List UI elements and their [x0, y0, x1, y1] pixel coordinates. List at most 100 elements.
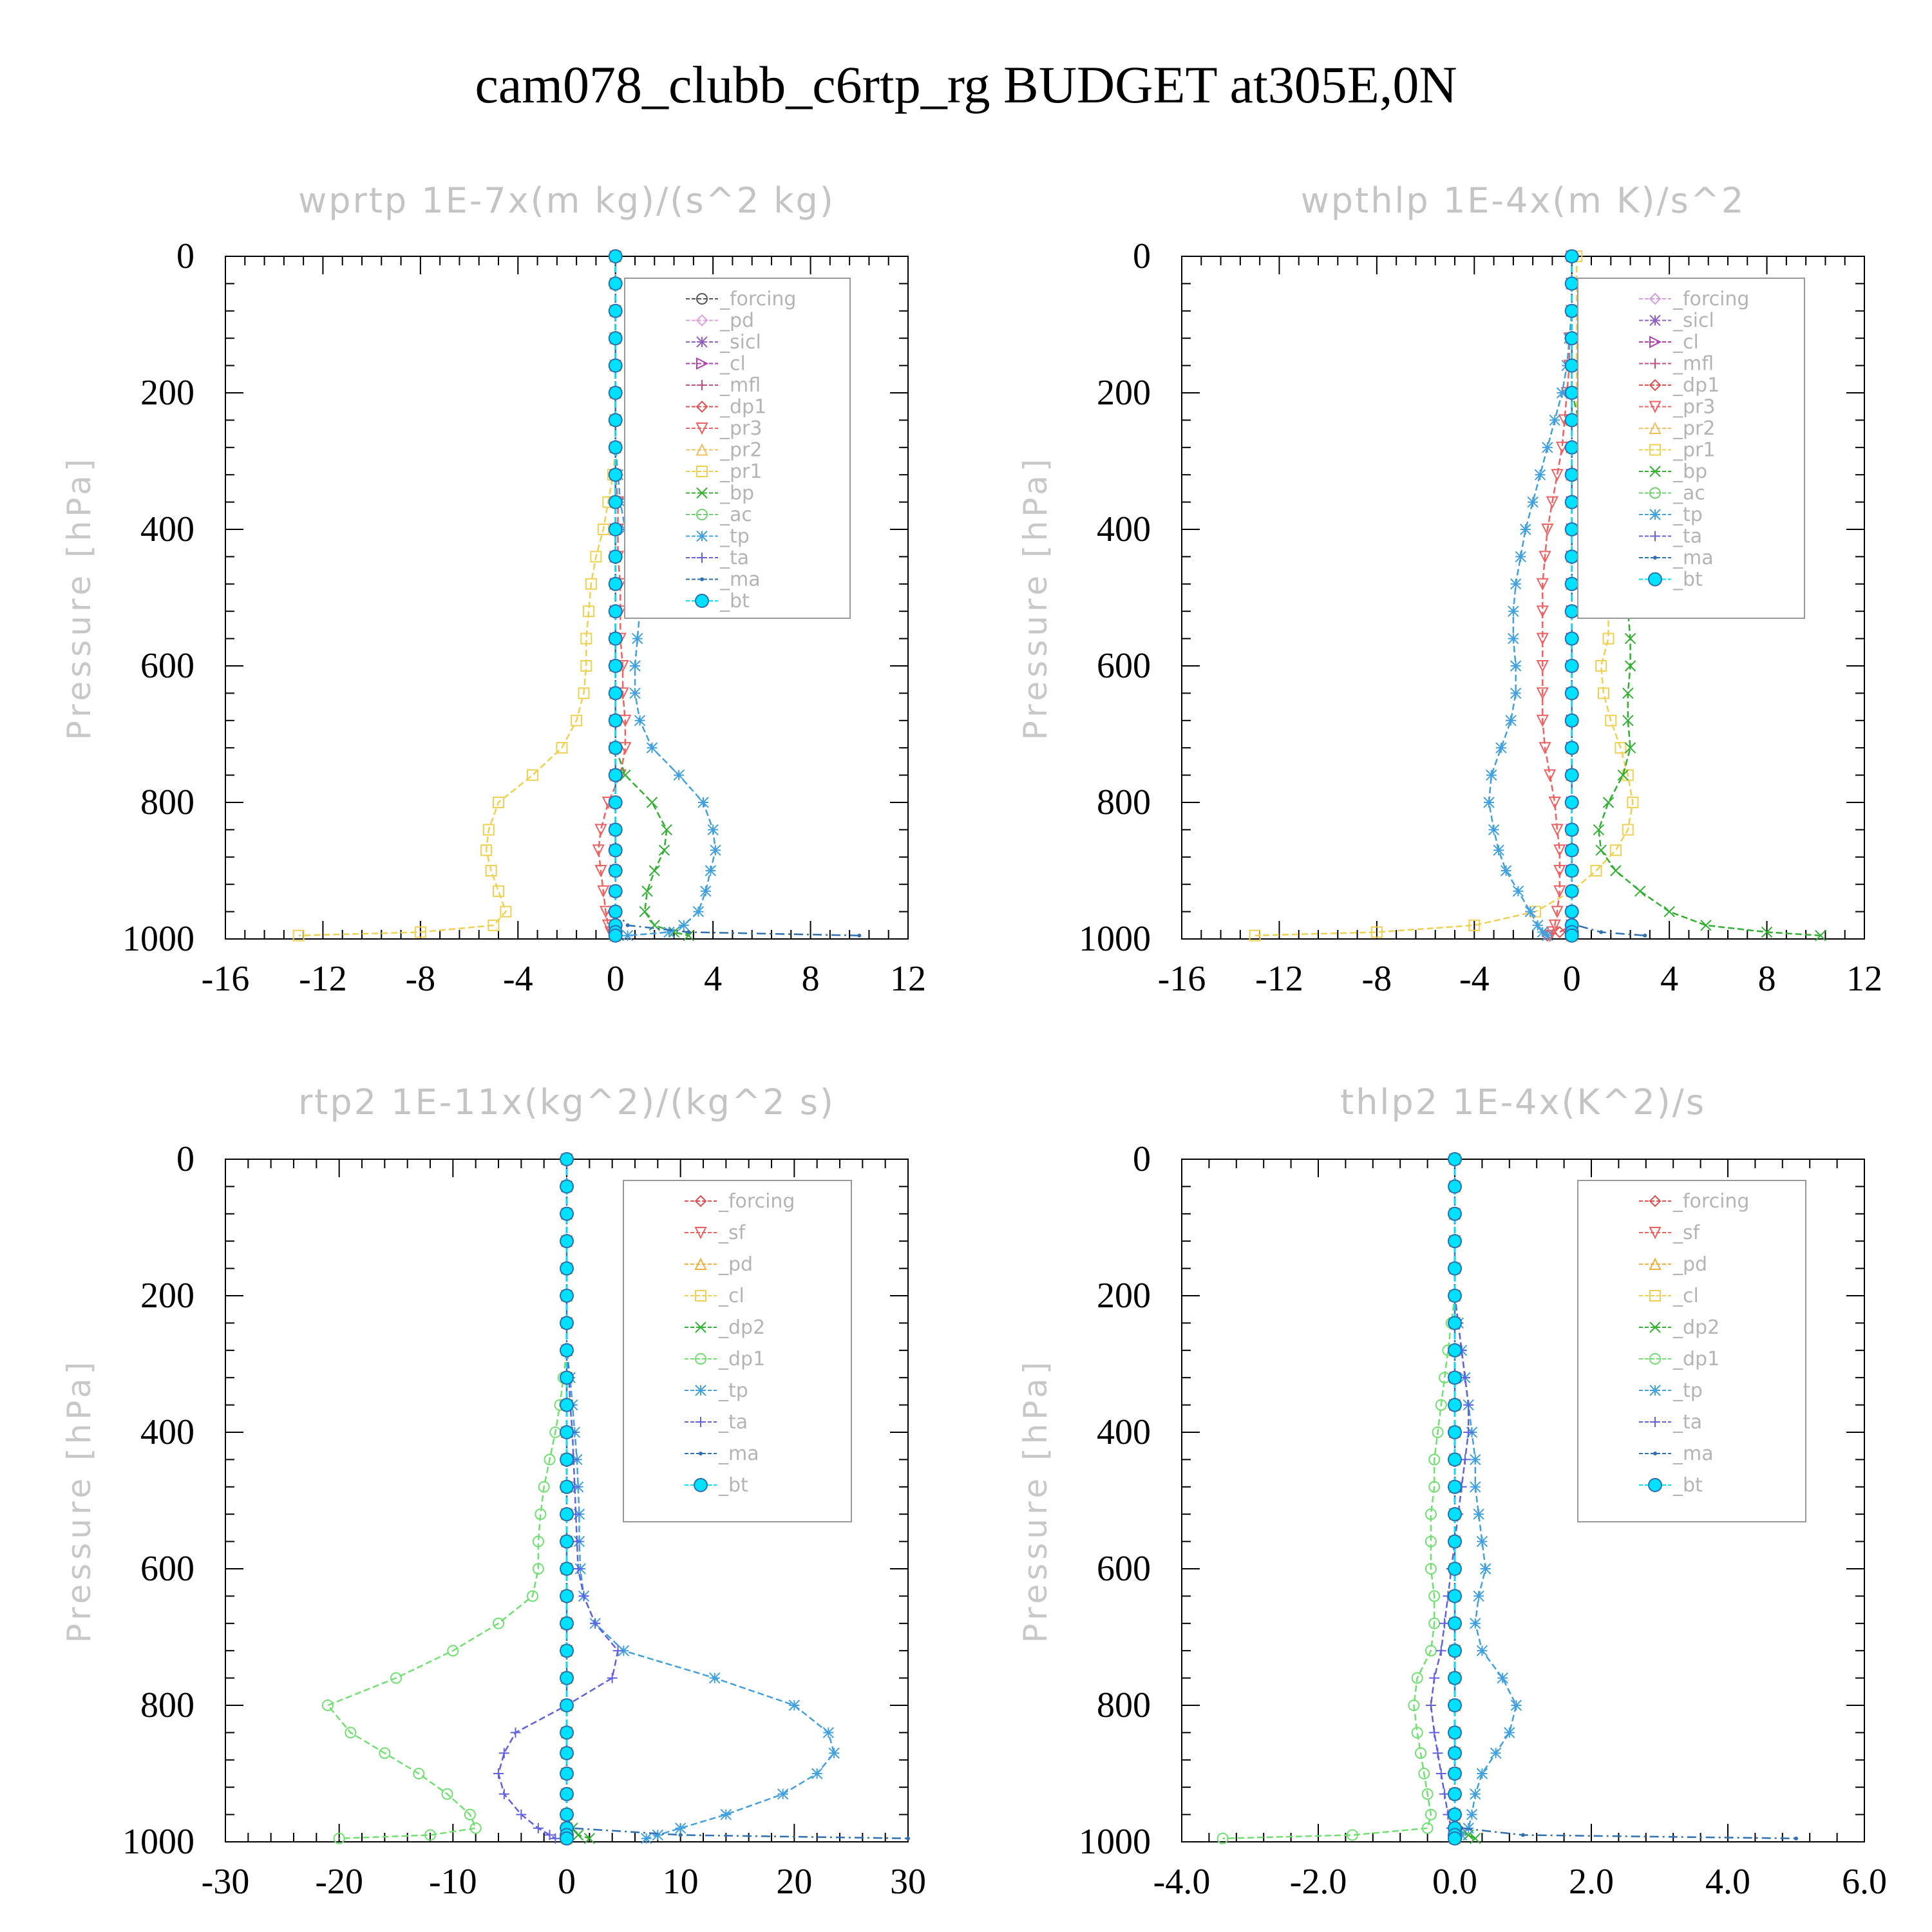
data-point [1510, 660, 1522, 672]
legend-label: _pd [1672, 1253, 1707, 1276]
legend-marker [695, 1385, 706, 1396]
y-tick-label: 600 [1097, 646, 1151, 686]
data-point [594, 824, 607, 837]
y-tick-label: 800 [1097, 782, 1151, 822]
y-tick-label: 1000 [122, 919, 194, 959]
data-point [1421, 1822, 1434, 1834]
data-point [608, 768, 623, 782]
data-point [560, 1397, 574, 1412]
data-point [608, 549, 623, 564]
data-point [560, 1152, 574, 1166]
series-dp1 [1217, 1153, 1461, 1844]
data-point [697, 797, 709, 808]
data-point [1470, 1481, 1481, 1493]
data-point [1448, 1766, 1462, 1781]
data-point [1476, 1535, 1488, 1548]
data-point [1564, 249, 1579, 263]
chart-panel-3: rtp2 1E-11x(kg^2)/(kg^2 s) -30 -20 -10 0 10 20… [61, 1082, 926, 1902]
data-point [1448, 1562, 1462, 1576]
data-point [608, 843, 623, 858]
data-point [1497, 1672, 1508, 1684]
data-point [1249, 929, 1261, 942]
data-point [413, 1768, 425, 1779]
legend-box [623, 1180, 852, 1522]
data-point [583, 1832, 596, 1844]
data-point [1564, 576, 1579, 591]
data-point [1448, 1831, 1462, 1846]
data-point [1564, 741, 1579, 755]
panel-title: wpthlp 1E-4x(m K)/s^2 [1301, 180, 1746, 221]
legend-label: _ma [1672, 547, 1714, 569]
data-point [1564, 686, 1579, 701]
legend-marker [1648, 1478, 1662, 1492]
data-point [1536, 687, 1549, 700]
data-point [560, 1479, 574, 1494]
data-point [608, 884, 623, 898]
data-point [560, 1179, 574, 1194]
data-point [1564, 631, 1579, 646]
legend-label: _ta [1672, 526, 1702, 548]
x-tick-label: -4 [1459, 959, 1490, 999]
legend-marker [696, 1417, 706, 1427]
plot-frame [1181, 1159, 1865, 1842]
data-point [488, 919, 500, 931]
legend-marker [1649, 1385, 1661, 1396]
data-point [710, 844, 721, 856]
data-point [1448, 1343, 1462, 1358]
data-point [550, 1833, 561, 1844]
legend-label: _bt [1672, 569, 1703, 591]
legend-marker [696, 401, 708, 413]
data-point [608, 576, 623, 591]
data-point [608, 822, 623, 837]
y-tick-label: 0 [176, 236, 194, 276]
data-point [469, 1822, 482, 1834]
data-point [573, 1564, 583, 1574]
data-point [1553, 844, 1566, 857]
data-point [828, 1747, 840, 1759]
y-tick-label: 400 [140, 509, 194, 549]
data-point [424, 1829, 436, 1841]
data-point [608, 440, 623, 455]
data-point [632, 632, 643, 645]
legend-marker [696, 336, 708, 348]
data-point [538, 1481, 550, 1493]
data-point [1470, 1832, 1481, 1844]
x-tick-label: 10 [663, 1862, 699, 1902]
legend-label: _bt [1672, 1474, 1703, 1497]
data-point [608, 495, 623, 509]
data-point [1448, 1643, 1462, 1658]
y-tick-label: 800 [140, 782, 194, 822]
x-tick-label: 12 [890, 959, 926, 999]
data-point [707, 824, 719, 836]
legend-marker [696, 509, 708, 520]
data-point [1448, 1452, 1462, 1467]
data-point [1508, 605, 1519, 617]
data-point [621, 929, 634, 942]
legend-marker [1649, 1321, 1661, 1333]
x-tick-label: 2.0 [1569, 1862, 1614, 1902]
legend-label: _forcing [1672, 288, 1749, 310]
data-point [1590, 865, 1602, 876]
data-point [629, 660, 641, 672]
legend-marker [699, 1452, 703, 1455]
data-point [493, 1617, 504, 1629]
data-point [663, 926, 675, 938]
data-point [1448, 1616, 1462, 1631]
data-point [1539, 551, 1551, 564]
legend-label: _tp [718, 1379, 748, 1402]
y-tick-label: 0 [1133, 1139, 1151, 1179]
data-point [1486, 769, 1497, 781]
data-point [1448, 1479, 1462, 1494]
data-point [560, 1343, 574, 1358]
data-point [1448, 1261, 1462, 1276]
data-point [1534, 469, 1546, 480]
data-point [1473, 1508, 1484, 1520]
data-point [1448, 1786, 1462, 1801]
x-tick-label: -4.0 [1153, 1862, 1211, 1902]
data-point [658, 844, 670, 856]
data-point [1564, 604, 1579, 619]
data-point [1515, 551, 1526, 563]
data-point [560, 1807, 574, 1822]
data-point [1500, 865, 1512, 876]
data-point [1448, 1698, 1462, 1712]
